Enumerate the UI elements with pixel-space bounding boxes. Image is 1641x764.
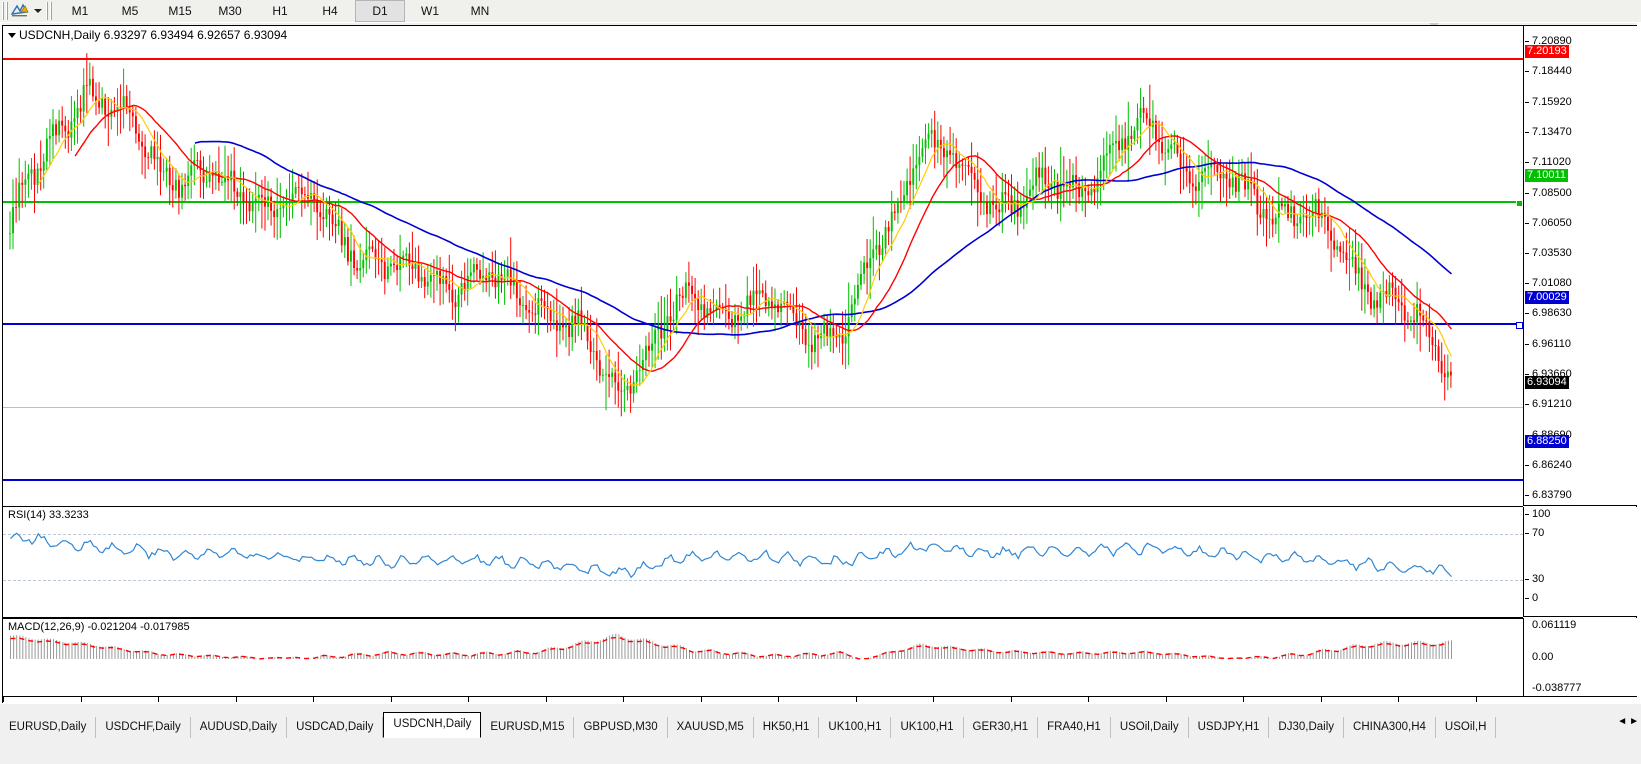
rsi-pane[interactable]: RSI(14) 33.3233	[3, 507, 1523, 618]
macd-pane[interactable]: MACD(12,26,9) -0.021204 -0.017985	[3, 618, 1523, 697]
chart-tab-uk100-h1[interactable]: UK100,H1	[891, 717, 964, 738]
symbol-ohlc-label: USDCNH,Daily 6.93297 6.93494 6.92657 6.9…	[19, 28, 288, 42]
rsi-level-70	[3, 534, 1523, 535]
date-tick	[855, 697, 857, 702]
chart-tab-fra40-h1[interactable]: FRA40,H1	[1038, 717, 1111, 738]
date-tick	[933, 697, 934, 702]
date-tick	[1165, 697, 1167, 702]
chart-tab-eurusd-daily[interactable]: EURUSD,Daily	[0, 717, 97, 738]
date-tick	[778, 697, 779, 702]
chart-tab-bar: EURUSD,Daily USDCHF,Daily AUDUSD,Daily USDC…	[0, 704, 1641, 764]
chart-tab-uk100-h1[interactable]: UK100,H1	[819, 717, 892, 738]
macd-label: MACD(12,26,9) -0.021204 -0.017985	[8, 621, 190, 633]
price-pane[interactable]: USDCNH,Daily 6.93297 6.93494 6.92657 6.9…	[3, 26, 1523, 507]
support-line[interactable]	[3, 322, 1523, 329]
resistance-line[interactable]	[3, 58, 1523, 60]
rsi-scale: 100 70 30 0	[1523, 507, 1637, 617]
timeframe-h4[interactable]: H4	[322, 4, 338, 18]
toolbar-grip[interactable]	[2, 2, 9, 20]
last-price-tag[interactable]: 6.93094	[1525, 376, 1569, 390]
macd-scale: 0.061119 0.00 -0.038777	[1523, 618, 1637, 696]
rsi-canvas	[10, 532, 1452, 579]
date-tick	[1088, 697, 1089, 702]
macd-canvas	[10, 633, 1452, 660]
chart-frame: USDCNH,Daily 6.93297 6.93494 6.92657 6.9…	[2, 25, 1637, 719]
chevron-down-icon[interactable]	[31, 1, 44, 21]
date-tick	[390, 697, 392, 702]
timeframe-m30[interactable]: M30	[218, 4, 242, 18]
chart-tab-ger30-h1[interactable]: GER30,H1	[964, 717, 1039, 738]
chart-tab-usdchf-daily[interactable]: USDCHF,Daily	[96, 717, 191, 738]
timeframe-m5[interactable]: M5	[121, 4, 139, 18]
chart-menu-caret-icon[interactable]	[8, 33, 16, 38]
chart-tab-dj30-daily[interactable]: DJ30,Daily	[1269, 717, 1345, 738]
date-tick	[545, 697, 547, 702]
chart-tab-usdjpy-h1[interactable]: USDJPY,H1	[1189, 717, 1270, 738]
support-line-tag[interactable]: 7.00029	[1525, 291, 1569, 305]
tab-scroll-left-icon[interactable]: ◄	[1617, 716, 1628, 727]
date-tick	[1243, 697, 1244, 702]
chart-tab-china300-h4[interactable]: CHINA300,H4	[1344, 717, 1436, 738]
midline-tag[interactable]: 7.10011	[1525, 169, 1568, 183]
date-tick	[80, 697, 82, 702]
candlestick-canvas	[9, 53, 1453, 417]
timeframe-m1[interactable]: M1	[71, 4, 89, 18]
timeframe-d1[interactable]: D1	[355, 0, 405, 22]
date-tick	[623, 697, 624, 702]
rsi-label: RSI(14) 33.3233	[8, 509, 89, 521]
lower-support-tag[interactable]: 6.88250	[1525, 435, 1569, 449]
chart-tab-eurusd-m15[interactable]: EURUSD,M15	[481, 717, 575, 738]
price-scale[interactable]: 7.20890 7.18440 7.15920 7.13470 7.11020 7.085…	[1523, 26, 1637, 506]
timeframe-w1[interactable]: W1	[421, 4, 439, 18]
rsi-level-30	[3, 580, 1523, 581]
date-tick	[158, 697, 159, 702]
support-anchor[interactable]	[1516, 322, 1523, 329]
last-price-line	[3, 407, 1523, 408]
timeframes-icon[interactable]	[9, 1, 31, 21]
date-tick	[1475, 697, 1477, 702]
midline-anchor[interactable]	[1516, 200, 1523, 207]
chart-tab-hk50-h1[interactable]: HK50,H1	[754, 717, 820, 738]
resistance-line-tag[interactable]: 7.20193	[1525, 44, 1569, 58]
chart-area: USDCNH,Daily 6.93297 6.93494 6.92657 6.9…	[0, 22, 1641, 719]
date-tick	[235, 697, 237, 702]
toolbar-separator	[46, 2, 53, 20]
timeframe-h1[interactable]: H1	[272, 4, 288, 18]
chart-tab-usoil-daily[interactable]: USOil,Daily	[1111, 717, 1189, 738]
timeframe-mn[interactable]: MN	[470, 4, 490, 18]
date-tick	[1320, 697, 1322, 702]
midline-line[interactable]	[3, 200, 1523, 207]
date-tick	[3, 697, 4, 702]
timeframe-toolbar: M1 M5 M15 M30 H1 H4 D1 W1 MN	[0, 0, 1641, 23]
chart-tab-gbpusd-m30[interactable]: GBPUSD,M30	[574, 717, 668, 738]
tab-scroll-right-icon[interactable]: ►	[1629, 716, 1639, 727]
chart-tab-usdcad-daily[interactable]: USDCAD,Daily	[287, 717, 384, 738]
chart-tab-audusd-daily[interactable]: AUDUSD,Daily	[191, 717, 288, 738]
chart-tab-usdcnh-daily[interactable]: USDCNH,Daily	[383, 712, 482, 738]
date-tick	[313, 697, 314, 702]
date-tick	[1398, 697, 1399, 702]
chart-tab-usoil-h[interactable]: USOil,H	[1436, 717, 1497, 738]
date-tick	[468, 697, 469, 702]
date-tick	[1010, 697, 1012, 702]
chart-tab-xauusd-m5[interactable]: XAUUSD,M5	[668, 717, 754, 738]
lower-support-line[interactable]	[3, 479, 1523, 481]
date-tick	[700, 697, 702, 702]
tab-scroll-controls[interactable]: ◄ ►	[1617, 716, 1639, 727]
timeframe-m15[interactable]: M15	[168, 4, 192, 18]
